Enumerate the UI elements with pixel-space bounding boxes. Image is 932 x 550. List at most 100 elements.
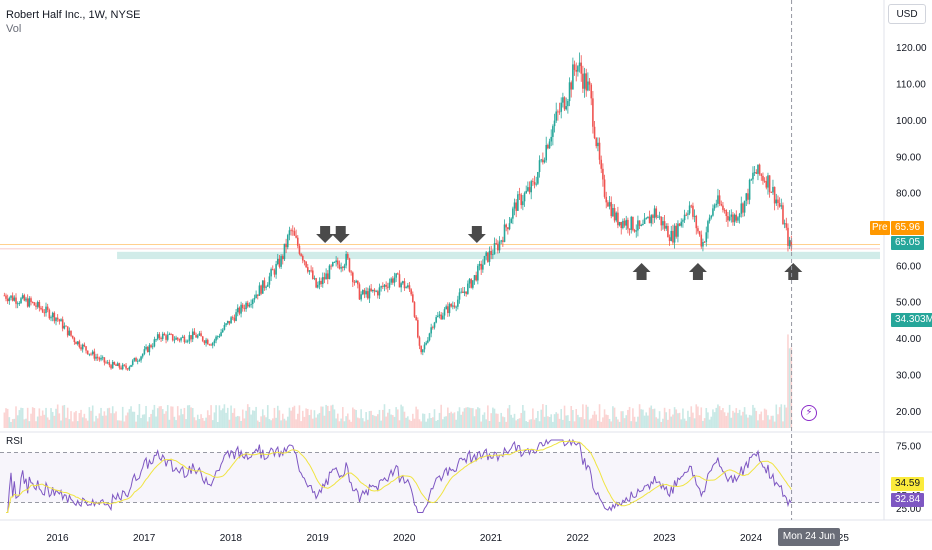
- volume-bar: [738, 409, 741, 428]
- candle-body: [643, 218, 646, 224]
- candle-body: [400, 283, 402, 288]
- candle-body: [505, 224, 507, 228]
- candle-body: [250, 304, 252, 305]
- volume-bar: [567, 415, 569, 428]
- time-axis-tick: 2019: [306, 533, 329, 544]
- candle-body: [672, 230, 674, 243]
- volume-bar: [725, 415, 728, 428]
- time-axis-tick: 2023: [653, 533, 676, 544]
- volume-bar: [196, 414, 199, 428]
- candle-body: [457, 299, 459, 307]
- candle-body: [136, 360, 139, 362]
- candle-body: [235, 312, 237, 321]
- volume-bar: [627, 409, 629, 428]
- volume-bar: [120, 420, 122, 428]
- candle-body: [737, 217, 739, 221]
- candle-body: [762, 175, 764, 181]
- candle-body: [331, 262, 334, 267]
- candle-body: [618, 221, 621, 226]
- candle-body: [750, 179, 753, 181]
- candle-body: [677, 223, 679, 237]
- candle-body: [26, 298, 29, 307]
- volume-bar: [702, 420, 704, 428]
- volume-bar: [103, 411, 106, 428]
- candle-body: [291, 230, 294, 232]
- candle-body: [705, 232, 708, 243]
- volume-bar: [15, 406, 17, 428]
- volume-bar: [542, 404, 544, 428]
- volume-bar: [653, 408, 656, 428]
- candle-body: [140, 356, 142, 361]
- symbol-title[interactable]: Robert Half Inc., 1W, NYSE: [6, 9, 141, 21]
- volume-bar: [233, 408, 236, 428]
- candle-body: [698, 231, 701, 235]
- volume-bar: [698, 415, 701, 428]
- candle-body: [637, 220, 639, 231]
- volume-bar: [443, 416, 446, 428]
- volume-bar: [407, 416, 409, 428]
- volume-bar: [10, 421, 12, 428]
- volume-bar: [548, 416, 551, 428]
- candle-body: [757, 164, 759, 174]
- volume-bar: [168, 419, 171, 428]
- volume-bar: [705, 408, 708, 428]
- volume-bar: [452, 413, 454, 428]
- rsi-pane-label[interactable]: RSI: [6, 436, 23, 447]
- candle-body: [341, 267, 344, 268]
- candle-body: [166, 334, 169, 340]
- volume-label[interactable]: Vol: [6, 23, 22, 35]
- volume-bar: [753, 407, 756, 428]
- candle-body: [208, 344, 211, 346]
- volume-bar: [488, 420, 491, 428]
- volume-bar: [220, 410, 222, 428]
- volume-bar: [415, 406, 417, 428]
- candle-body: [652, 215, 654, 218]
- volume-bar: [393, 416, 396, 428]
- volume-bar: [13, 418, 16, 428]
- volume-bar: [236, 415, 239, 428]
- volume-bar: [128, 409, 131, 428]
- candle-body: [145, 346, 147, 350]
- volume-bar: [485, 419, 487, 428]
- volume-bar: [472, 408, 474, 428]
- volume-bar: [688, 416, 691, 428]
- candle-body: [271, 269, 274, 271]
- candle-body: [385, 284, 387, 287]
- candle-body: [543, 160, 546, 163]
- volume-bar: [423, 413, 426, 428]
- volume-bar: [502, 416, 504, 428]
- volume-bar: [163, 413, 166, 428]
- candle-body: [572, 64, 574, 90]
- volume-bar: [533, 419, 536, 428]
- volume-bar: [320, 406, 322, 428]
- currency-button[interactable]: USD: [888, 4, 926, 24]
- volume-bar: [66, 407, 69, 428]
- candle-body: [261, 280, 264, 294]
- candle-body: [372, 289, 374, 292]
- candle-body: [483, 256, 486, 265]
- candle-body: [557, 111, 559, 113]
- volume-bar: [422, 413, 424, 428]
- lightning-icon[interactable]: ⚡: [801, 405, 817, 421]
- volume-bar: [740, 415, 743, 428]
- volume-bar: [418, 419, 421, 428]
- candle-body: [743, 200, 746, 213]
- volume-bar: [91, 405, 94, 428]
- candle-body: [240, 304, 242, 314]
- volume-bar: [48, 419, 51, 428]
- candle-body: [350, 271, 352, 273]
- candle-body: [180, 337, 182, 341]
- volume-bar: [238, 416, 241, 428]
- candle-body: [407, 285, 409, 288]
- volume-bar: [340, 418, 342, 428]
- volume-bar: [575, 409, 578, 428]
- volume-bar: [730, 417, 733, 428]
- candle-body: [78, 341, 81, 348]
- candle-body: [123, 364, 126, 366]
- volume-bar: [562, 419, 564, 428]
- candle-body: [382, 286, 384, 288]
- volume-bar: [105, 415, 107, 428]
- candle-body: [397, 273, 399, 275]
